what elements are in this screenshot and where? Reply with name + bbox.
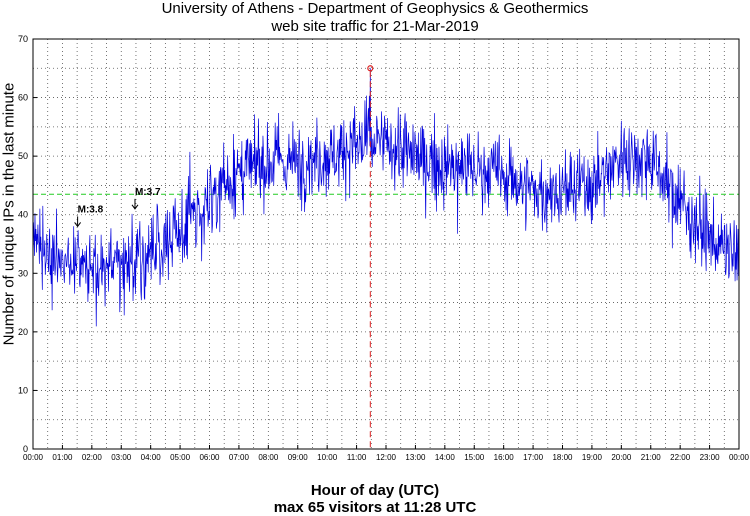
x-tick-label: 08:00	[258, 453, 279, 462]
x-tick-label: 07:00	[229, 453, 250, 462]
x-tick-label: 03:00	[111, 453, 132, 462]
x-tick-label: 01:00	[52, 453, 73, 462]
y-tick-label: 20	[18, 327, 28, 337]
y-tick-label: 40	[18, 210, 28, 220]
max-visitors-caption: max 65 visitors at 11:28 UTC	[273, 499, 477, 516]
traffic-series-line	[32, 68, 740, 327]
annotation-layer: M:3.8 M:3.7	[74, 187, 161, 228]
series-layer	[32, 68, 740, 327]
y-tick-label: 60	[18, 93, 28, 103]
x-tick-label: 21:00	[641, 453, 662, 462]
x-tick-label: 14:00	[435, 453, 456, 462]
y-tick-label: 0	[23, 444, 28, 454]
x-tick-label: 16:00	[494, 453, 515, 462]
x-tick-label: 10:00	[317, 453, 338, 462]
y-tick-label: 10	[18, 385, 28, 395]
x-tick-label: 22:00	[670, 453, 691, 462]
max-layer	[367, 65, 374, 449]
x-tick-label: 05:00	[170, 453, 191, 462]
x-tick-label: 12:00	[376, 453, 397, 462]
x-axis-label: Hour of day (UTC)	[310, 482, 440, 499]
x-tick-label: 04:00	[141, 453, 162, 462]
x-tick-label: 13:00	[405, 453, 426, 462]
chart-subtitle: web site traffic for 21-Mar-2019	[271, 18, 479, 35]
x-tick-label: 11:00	[347, 453, 367, 462]
x-tick-label: 09:00	[288, 453, 309, 462]
x-tick-label: 17:00	[523, 453, 544, 462]
x-tick-label: 02:00	[82, 453, 103, 462]
y-tick-label: 70	[18, 34, 28, 44]
chart-title: University of Athens - Department of Geo…	[161, 0, 589, 17]
x-tick-label: 00:00	[23, 453, 44, 462]
x-tick-label: 00:00	[729, 453, 750, 462]
y-tick-label: 30	[18, 268, 28, 278]
x-tick-label: 19:00	[582, 453, 603, 462]
annotation-label: M:3.7	[135, 187, 161, 198]
tick-layer: 0 10 20 30 40 50 60 70 00:00 01:00 02:00 03:00 04:00…	[18, 34, 750, 462]
annotation-arrow-head	[74, 222, 82, 228]
x-tick-label: 15:00	[464, 453, 485, 462]
max-marker-circle	[367, 65, 374, 72]
x-tick-label: 18:00	[552, 453, 573, 462]
x-tick-label: 23:00	[700, 453, 721, 462]
annotation-arrow-head	[131, 204, 139, 210]
x-tick-label: 20:00	[611, 453, 632, 462]
annotation-label: M:3.8	[78, 204, 104, 215]
y-tick-label: 50	[18, 151, 28, 161]
x-tick-label: 06:00	[199, 453, 220, 462]
